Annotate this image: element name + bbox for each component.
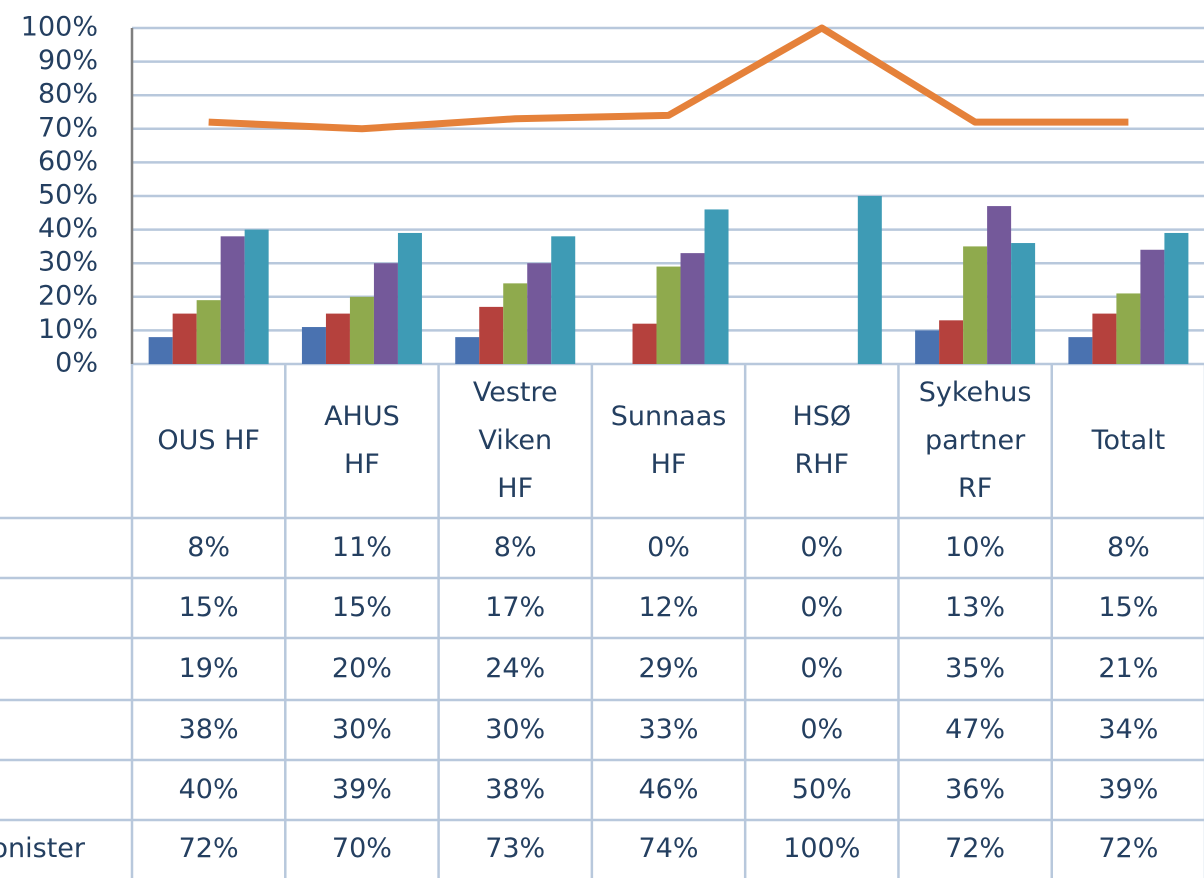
bar <box>1140 249 1165 364</box>
line-series <box>208 24 1129 133</box>
value-label: 29% <box>638 653 699 684</box>
bar <box>220 236 245 364</box>
value-label: 0% <box>647 532 690 563</box>
value-label: 72% <box>945 833 1006 864</box>
bar <box>857 196 882 364</box>
y-tick-label: 80% <box>38 79 98 110</box>
bar <box>196 300 221 364</box>
y-tick-label: 0% <box>55 348 98 379</box>
bar <box>325 313 350 364</box>
category-label: AHUS HF <box>324 401 400 480</box>
bar <box>349 296 374 364</box>
value-label: 40% <box>178 774 239 805</box>
y-tick-label: 90% <box>38 45 98 76</box>
bar <box>527 263 552 364</box>
value-label: 35% <box>945 653 1006 684</box>
value-label: 11% <box>331 532 392 563</box>
value-label: 36% <box>945 774 1006 805</box>
bar <box>656 266 681 364</box>
value-label: 0% <box>800 653 844 684</box>
bar <box>551 236 576 364</box>
bar <box>148 337 173 364</box>
value-label: 8% <box>493 532 537 563</box>
value-label: 19% <box>178 653 239 684</box>
value-label: 8% <box>1106 532 1150 563</box>
value-label: 39% <box>331 774 392 805</box>
value-label: 13% <box>945 592 1006 623</box>
value-label: 72% <box>1098 833 1159 864</box>
value-label: 46% <box>638 774 699 805</box>
bar <box>1116 293 1141 364</box>
value-label: 30% <box>485 714 546 745</box>
value-label: 15% <box>1098 592 1159 623</box>
y-tick-label: 50% <box>38 180 98 211</box>
value-label: 8% <box>187 532 231 563</box>
value-label: 0% <box>800 714 844 745</box>
value-label: 0% <box>800 592 844 623</box>
bar <box>479 306 504 364</box>
category-label: HSØ RHF <box>792 401 852 480</box>
value-label: 38% <box>178 714 239 745</box>
bar <box>1164 232 1189 364</box>
bar <box>1092 313 1117 364</box>
value-label: 34% <box>1098 714 1159 745</box>
value-label: 17% <box>485 592 546 623</box>
category-label: Totalt <box>1091 425 1166 456</box>
value-label: 10% <box>945 532 1006 563</box>
bar <box>1068 337 1093 364</box>
bar <box>1011 243 1036 364</box>
value-label: 50% <box>791 774 852 805</box>
value-label: 72% <box>178 833 239 864</box>
bar <box>680 253 705 364</box>
value-label: 73% <box>485 833 546 864</box>
value-label: 47% <box>945 714 1006 745</box>
category-label: Sykehus partner RF <box>918 377 1032 504</box>
bar <box>915 330 940 364</box>
bar <box>704 209 729 364</box>
value-label: 15% <box>178 592 239 623</box>
y-tick-label: 40% <box>38 213 98 244</box>
bar <box>939 320 964 364</box>
value-label: 21% <box>1098 653 1159 684</box>
y-tick-label: 100% <box>21 12 98 43</box>
bar <box>172 313 197 364</box>
y-tick-label: 10% <box>38 314 98 345</box>
value-label: 0% <box>800 532 844 563</box>
value-label: 38% <box>485 774 546 805</box>
bar <box>503 283 528 364</box>
value-label: 12% <box>638 592 699 623</box>
bar <box>987 206 1012 364</box>
bar <box>301 327 326 364</box>
value-label: 30% <box>331 714 392 745</box>
y-tick-label: 20% <box>38 280 98 311</box>
value-label: 100% <box>783 833 861 864</box>
value-label: 70% <box>331 833 392 864</box>
y-tick-label: 70% <box>38 112 98 143</box>
value-label: 33% <box>638 714 699 745</box>
bar <box>244 229 269 364</box>
category-label: Vestre Viken HF <box>472 377 558 504</box>
value-label: 20% <box>331 653 392 684</box>
bar <box>373 263 398 364</box>
bar <box>397 232 422 364</box>
series-name: jonister <box>0 833 85 864</box>
y-tick-label: 60% <box>38 146 98 177</box>
category-label: OUS HF <box>157 425 260 456</box>
value-label: 74% <box>638 833 699 864</box>
value-label: 15% <box>331 592 392 623</box>
category-label: Sunnaas HF <box>610 401 727 480</box>
y-tick-label: 30% <box>38 247 98 278</box>
value-label: 39% <box>1098 774 1159 805</box>
bar <box>632 323 657 364</box>
bar <box>963 246 988 364</box>
value-label: 24% <box>485 653 546 684</box>
bar <box>455 337 480 364</box>
